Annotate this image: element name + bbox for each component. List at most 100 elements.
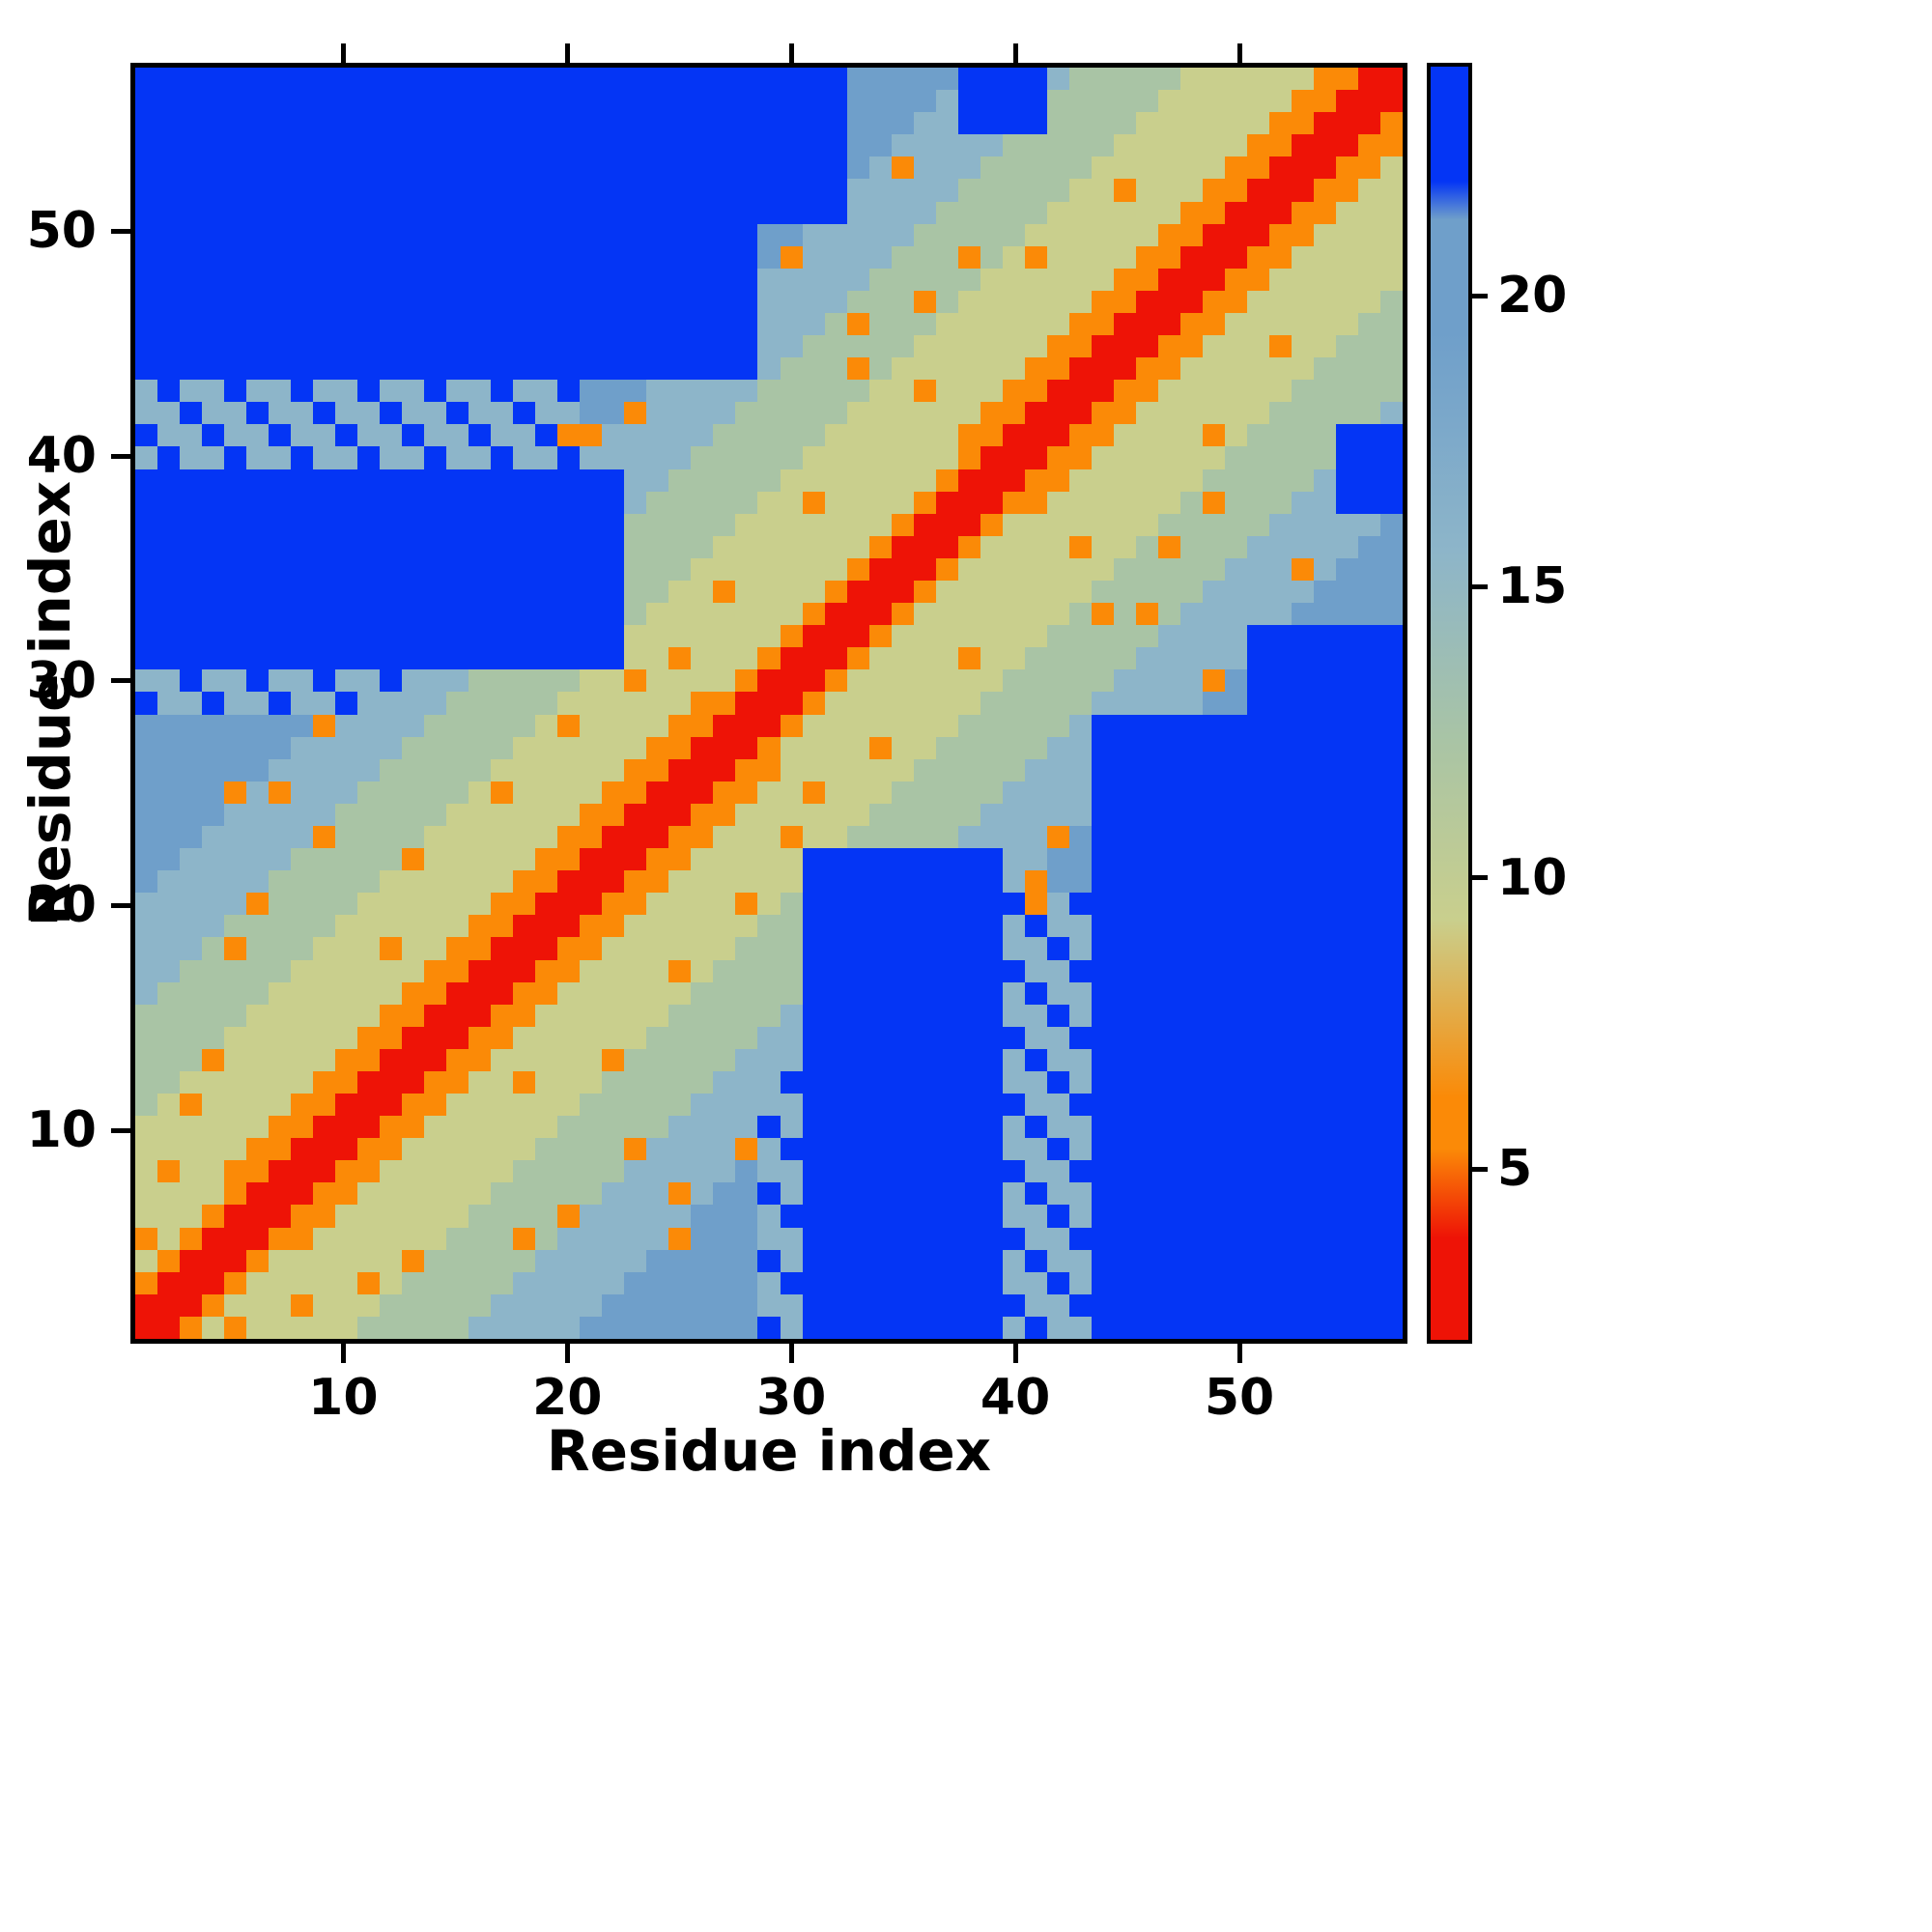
heatmap-cell	[1202, 201, 1225, 224]
heatmap-cell	[246, 781, 270, 804]
heatmap-cell	[646, 1048, 669, 1071]
heatmap-cell	[491, 1271, 514, 1294]
heatmap-cell	[1002, 981, 1025, 1005]
heatmap-cell	[446, 714, 469, 737]
heatmap-cell	[313, 179, 336, 202]
heatmap-cell	[1179, 758, 1203, 781]
heatmap-cell	[1379, 201, 1403, 224]
heatmap-cell	[824, 380, 847, 403]
colorbar-tick-mark	[1472, 1166, 1488, 1172]
heatmap-cell	[1313, 245, 1336, 269]
heatmap-cell	[691, 156, 714, 180]
heatmap-cell	[602, 1048, 625, 1071]
heatmap-cell	[824, 357, 847, 381]
heatmap-cell	[668, 1138, 692, 1161]
heatmap-cell	[202, 424, 225, 447]
heatmap-cell	[557, 268, 581, 291]
heatmap-cell	[1291, 424, 1314, 447]
heatmap-cell	[780, 357, 803, 381]
heatmap-cell	[691, 1249, 714, 1272]
heatmap-cell	[935, 692, 958, 715]
heatmap-cell	[1091, 781, 1114, 804]
heatmap-cell	[335, 714, 358, 737]
heatmap-cell	[1268, 268, 1292, 291]
heatmap-cell	[1179, 1271, 1203, 1294]
heatmap-cell	[713, 669, 736, 693]
heatmap-cell	[1157, 848, 1180, 871]
heatmap-cell	[202, 469, 225, 492]
heatmap-cell	[202, 915, 225, 938]
heatmap-cell	[802, 513, 825, 536]
heatmap-cell	[557, 603, 581, 626]
heatmap-cell	[491, 1138, 514, 1161]
heatmap-cell	[802, 736, 825, 759]
heatmap-cell	[913, 68, 936, 91]
heatmap-cell	[469, 870, 492, 894]
heatmap-cell	[535, 245, 558, 269]
heatmap-cell	[269, 446, 292, 469]
heatmap-cell	[557, 357, 581, 381]
heatmap-cell	[357, 647, 381, 670]
heatmap-cell	[802, 557, 825, 582]
heatmap-cell	[424, 893, 447, 916]
heatmap-cell	[1268, 1160, 1292, 1183]
heatmap-cell	[557, 156, 581, 180]
heatmap-cell	[580, 68, 603, 91]
heatmap-cell	[1313, 1004, 1336, 1027]
heatmap-cell	[202, 1316, 225, 1339]
heatmap-cell	[424, 870, 447, 894]
heatmap-cell	[1002, 557, 1025, 582]
heatmap-cell	[1357, 268, 1380, 291]
heatmap-cell	[1024, 1048, 1047, 1071]
heatmap-cell	[1313, 1271, 1336, 1294]
heatmap-cell	[846, 692, 869, 715]
heatmap-cell	[491, 870, 514, 894]
heatmap-cell	[1157, 424, 1180, 447]
heatmap-cell	[224, 469, 247, 492]
heatmap-cell	[380, 290, 403, 313]
heatmap-cell	[602, 893, 625, 916]
heatmap-cell	[402, 268, 425, 291]
heatmap-cell	[335, 1048, 358, 1071]
heatmap-cell	[469, 1094, 492, 1117]
heatmap-cell	[868, 223, 892, 246]
heatmap-cell	[402, 1094, 425, 1117]
heatmap-cell	[313, 893, 336, 916]
heatmap-cell	[1268, 1316, 1292, 1339]
heatmap-cell	[1357, 893, 1380, 916]
heatmap-cell	[1157, 134, 1180, 157]
heatmap-cell	[557, 915, 581, 938]
heatmap-cell	[491, 312, 514, 336]
heatmap-cell	[313, 758, 336, 781]
heatmap-cell	[1291, 268, 1314, 291]
heatmap-cell	[891, 937, 914, 960]
heatmap-cell	[1246, 647, 1269, 670]
heatmap-cell	[1002, 446, 1025, 469]
heatmap-cell	[1246, 557, 1269, 582]
heatmap-cell	[535, 669, 558, 693]
heatmap-cell	[1246, 1205, 1269, 1228]
heatmap-cell	[1002, 201, 1025, 224]
heatmap-cell	[668, 736, 692, 759]
heatmap-cell	[291, 669, 314, 693]
heatmap-cell	[469, 692, 492, 715]
heatmap-cell	[246, 581, 270, 604]
heatmap-cell	[691, 535, 714, 558]
heatmap-cell	[780, 268, 803, 291]
heatmap-cell	[357, 758, 381, 781]
heatmap-cell	[846, 1026, 869, 1049]
heatmap-cell	[1202, 669, 1225, 693]
heatmap-cell	[402, 1070, 425, 1094]
heatmap-cell	[535, 1116, 558, 1139]
heatmap-cell	[1135, 380, 1158, 403]
heatmap-cell	[624, 1227, 647, 1250]
heatmap-cell	[513, 870, 536, 894]
heatmap-cell	[513, 380, 536, 403]
heatmap-cell	[1224, 1138, 1247, 1161]
heatmap-cell	[802, 112, 825, 135]
heatmap-cell	[135, 335, 158, 358]
heatmap-cell	[1357, 245, 1380, 269]
heatmap-cell	[1202, 848, 1225, 871]
heatmap-plot	[130, 63, 1407, 1344]
heatmap-cell	[357, 156, 381, 180]
